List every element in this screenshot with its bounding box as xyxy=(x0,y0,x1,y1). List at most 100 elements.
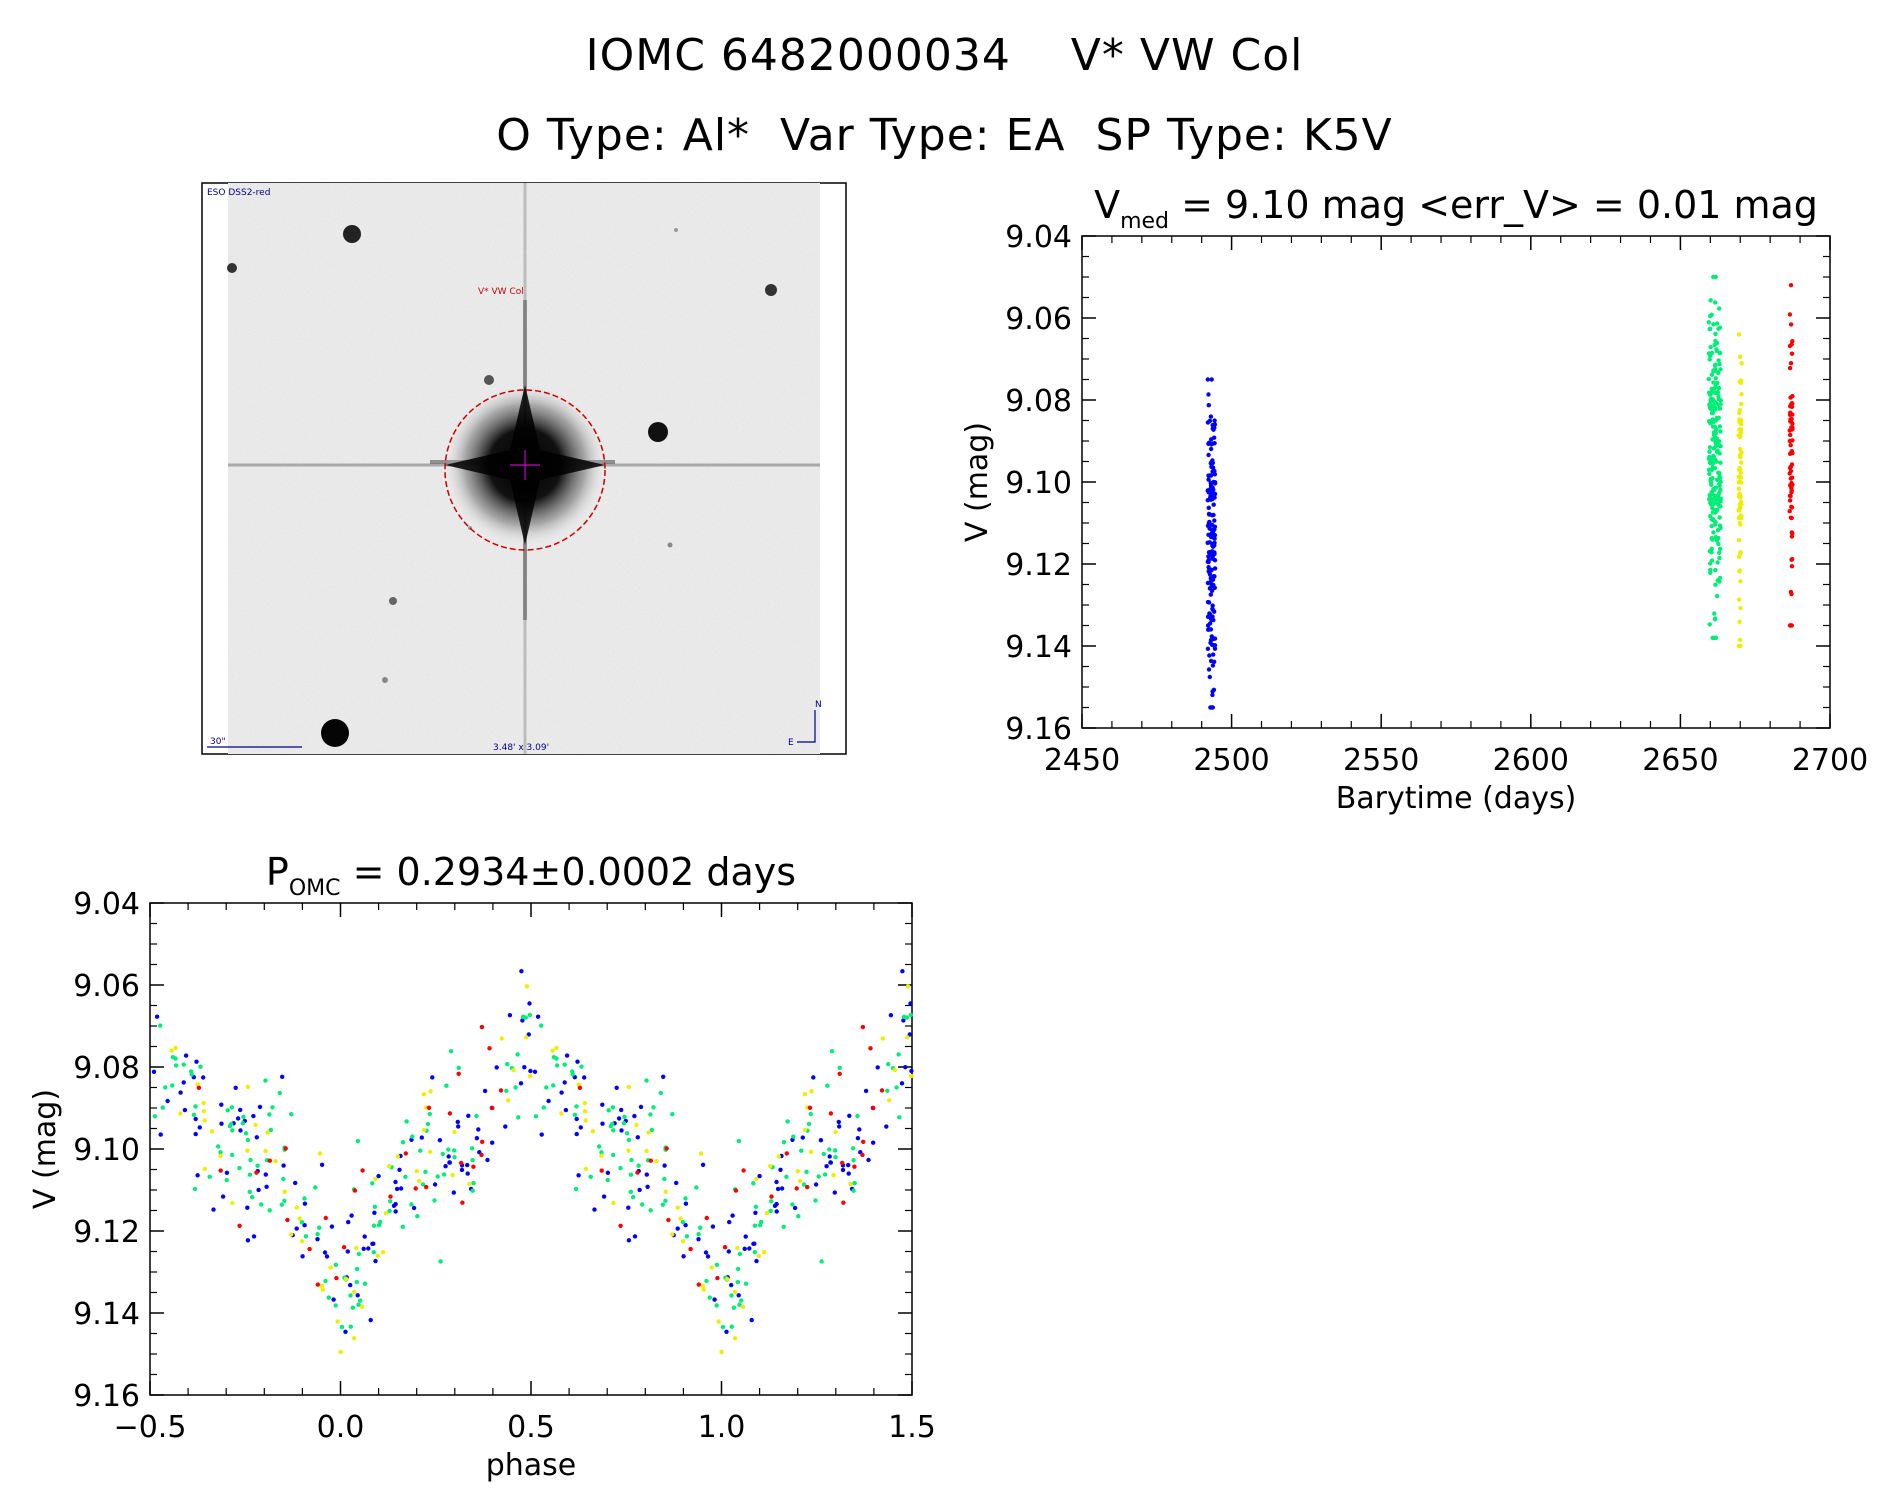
data-point xyxy=(644,1172,649,1177)
data-point xyxy=(227,1123,233,1129)
data-point xyxy=(1210,607,1216,613)
data-point xyxy=(626,1205,631,1210)
data-point xyxy=(908,1012,913,1018)
data-point xyxy=(245,1205,250,1210)
title-prefix: P xyxy=(266,850,289,894)
data-point xyxy=(626,1137,632,1143)
data-point xyxy=(729,1282,734,1288)
data-point xyxy=(1738,643,1743,649)
data-point xyxy=(1718,367,1723,372)
data-point xyxy=(827,1147,832,1152)
data-point xyxy=(1716,397,1722,402)
data-point xyxy=(446,1147,451,1152)
data-point xyxy=(908,1001,913,1006)
data-point xyxy=(1212,518,1217,523)
data-point xyxy=(768,1208,773,1214)
data-point xyxy=(268,1127,274,1133)
data-point xyxy=(294,1205,299,1210)
field-star xyxy=(674,228,678,232)
data-point xyxy=(897,1115,902,1120)
data-point xyxy=(1787,365,1793,371)
data-point xyxy=(799,1148,804,1153)
data-point xyxy=(158,1132,163,1137)
data-point xyxy=(245,1148,250,1153)
data-point xyxy=(459,1160,464,1166)
data-point xyxy=(824,1164,829,1169)
data-point xyxy=(1737,568,1743,573)
data-point xyxy=(1210,689,1215,694)
data-point xyxy=(640,1202,645,1207)
data-point xyxy=(606,1108,611,1113)
data-point xyxy=(195,1173,200,1178)
phase-folded-chart: −0.5 0.0 0.5 1.0 1.5 9.04 9.06 9.08 9.10 9.12 9.14… xyxy=(28,850,936,1483)
data-point xyxy=(850,1146,856,1151)
data-point xyxy=(564,1053,570,1058)
data-point xyxy=(837,1124,842,1129)
field-star xyxy=(382,677,388,683)
data-point xyxy=(360,1168,365,1173)
data-point xyxy=(1787,428,1792,433)
data-point xyxy=(474,1113,479,1119)
data-point xyxy=(779,1186,785,1191)
data-point xyxy=(1711,274,1716,280)
data-point xyxy=(230,1128,235,1133)
data-point xyxy=(1713,405,1718,411)
data-point xyxy=(224,1170,230,1176)
data-point xyxy=(1739,450,1744,455)
data-point xyxy=(456,1065,461,1071)
data-point xyxy=(796,1214,801,1219)
data-point xyxy=(404,1119,409,1124)
data-point xyxy=(739,1298,744,1303)
data-point xyxy=(860,1024,866,1030)
data-point xyxy=(860,1152,865,1158)
data-point xyxy=(528,1068,533,1074)
data-point xyxy=(1207,519,1212,525)
data-point xyxy=(154,1014,160,1019)
data-point xyxy=(646,1130,651,1135)
data-point xyxy=(724,1329,729,1335)
data-point xyxy=(736,1138,742,1144)
data-point xyxy=(666,1217,671,1223)
data-point xyxy=(456,1071,461,1077)
data-point xyxy=(416,1178,422,1184)
data-point xyxy=(622,1114,627,1120)
data-point xyxy=(752,1223,758,1228)
data-point xyxy=(437,1138,443,1143)
data-point xyxy=(908,1073,914,1079)
data-point xyxy=(1707,390,1712,395)
data-point xyxy=(576,1082,581,1087)
data-point xyxy=(1788,404,1793,409)
data-point xyxy=(614,1085,619,1091)
data-point xyxy=(220,1194,226,1199)
data-point xyxy=(1706,351,1712,356)
data-point xyxy=(757,1223,763,1228)
data-point xyxy=(754,1258,759,1264)
data-point xyxy=(1710,417,1715,422)
data-point xyxy=(452,1129,457,1135)
data-point xyxy=(1789,557,1794,562)
data-point xyxy=(383,1211,389,1216)
data-point xyxy=(578,1125,583,1130)
data-point xyxy=(350,1305,356,1310)
data-point xyxy=(1789,489,1794,495)
data-point xyxy=(1716,541,1721,547)
compass-e: E xyxy=(788,738,794,748)
data-point xyxy=(527,1001,532,1006)
data-point xyxy=(160,1105,165,1110)
data-point xyxy=(193,1116,198,1122)
data-point xyxy=(393,1179,398,1185)
data-point xyxy=(1789,480,1794,486)
data-point xyxy=(294,1226,299,1231)
data-point xyxy=(599,1168,604,1173)
data-point xyxy=(191,1112,197,1118)
data-point xyxy=(1212,422,1218,427)
data-point xyxy=(1206,532,1211,537)
data-point xyxy=(544,1085,549,1090)
data-point xyxy=(840,1167,846,1173)
data-point xyxy=(1738,475,1744,480)
data-point xyxy=(394,1186,400,1192)
data-point xyxy=(719,1349,724,1355)
data-point xyxy=(1211,652,1216,657)
data-point xyxy=(1708,344,1713,350)
